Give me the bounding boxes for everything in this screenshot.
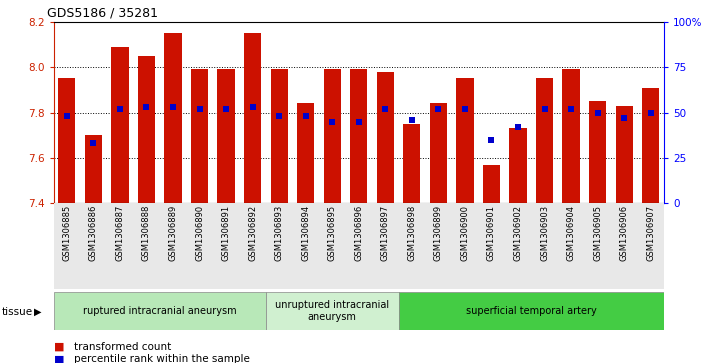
Bar: [615, 106, 633, 203]
Text: superficial temporal artery: superficial temporal artery: [466, 306, 597, 316]
Text: GSM1306889: GSM1306889: [169, 205, 178, 261]
Text: GDS5186 / 35281: GDS5186 / 35281: [47, 6, 159, 19]
Point: [565, 106, 577, 112]
Text: tissue: tissue: [1, 307, 33, 317]
Point: [141, 104, 152, 110]
Bar: [218, 69, 235, 203]
Bar: [138, 56, 155, 203]
Bar: [164, 33, 181, 203]
Text: transformed count: transformed count: [74, 342, 171, 352]
Bar: [59, 78, 76, 203]
Bar: [54, 292, 266, 330]
Text: GSM1306886: GSM1306886: [89, 205, 98, 261]
Text: GSM1306902: GSM1306902: [513, 205, 523, 261]
Point: [645, 110, 656, 115]
Text: unruptured intracranial
aneurysm: unruptured intracranial aneurysm: [275, 301, 389, 322]
Point: [167, 104, 178, 110]
Bar: [377, 72, 394, 203]
Point: [486, 137, 497, 143]
Bar: [430, 103, 447, 203]
Bar: [350, 69, 368, 203]
Point: [406, 117, 418, 123]
Bar: [323, 69, 341, 203]
Bar: [642, 87, 659, 203]
Bar: [244, 33, 261, 203]
Text: ruptured intracranial aneurysm: ruptured intracranial aneurysm: [83, 306, 236, 316]
Point: [300, 113, 311, 119]
Point: [273, 113, 285, 119]
Text: GSM1306888: GSM1306888: [142, 205, 151, 261]
Point: [459, 106, 471, 112]
Text: GSM1306894: GSM1306894: [301, 205, 310, 261]
Text: GSM1306900: GSM1306900: [461, 205, 469, 261]
Text: GSM1306907: GSM1306907: [646, 205, 655, 261]
Point: [539, 106, 550, 112]
Bar: [509, 129, 527, 203]
Text: GSM1306887: GSM1306887: [116, 205, 124, 261]
Text: ▶: ▶: [34, 307, 42, 317]
Bar: [297, 103, 314, 203]
Text: GSM1306903: GSM1306903: [540, 205, 549, 261]
Text: GSM1306899: GSM1306899: [434, 205, 443, 261]
Text: GSM1306895: GSM1306895: [328, 205, 337, 261]
Point: [513, 124, 524, 130]
Text: GSM1306901: GSM1306901: [487, 205, 496, 261]
Point: [61, 113, 73, 119]
Point: [193, 106, 205, 112]
Bar: [85, 135, 102, 203]
Text: GSM1306904: GSM1306904: [567, 205, 575, 261]
Point: [326, 119, 338, 125]
Bar: [563, 69, 580, 203]
Text: ■: ■: [54, 354, 64, 363]
Bar: [271, 69, 288, 203]
Text: percentile rank within the sample: percentile rank within the sample: [74, 354, 249, 363]
Text: GSM1306906: GSM1306906: [620, 205, 629, 261]
Bar: [111, 47, 129, 203]
Text: GSM1306885: GSM1306885: [62, 205, 71, 261]
Point: [114, 106, 126, 112]
Point: [618, 115, 630, 121]
Point: [247, 104, 258, 110]
Text: GSM1306892: GSM1306892: [248, 205, 257, 261]
Text: GSM1306898: GSM1306898: [408, 205, 416, 261]
Bar: [483, 165, 500, 203]
Text: GSM1306897: GSM1306897: [381, 205, 390, 261]
Point: [221, 106, 232, 112]
Bar: [589, 101, 606, 203]
Text: GSM1306890: GSM1306890: [195, 205, 204, 261]
Text: GSM1306896: GSM1306896: [354, 205, 363, 261]
Point: [433, 106, 444, 112]
Bar: [456, 78, 473, 203]
Bar: [398, 292, 664, 330]
Point: [88, 140, 99, 146]
Point: [380, 106, 391, 112]
Text: GSM1306891: GSM1306891: [221, 205, 231, 261]
Text: ■: ■: [54, 342, 64, 352]
Point: [353, 119, 365, 125]
Bar: [403, 124, 421, 203]
Point: [592, 110, 603, 115]
Bar: [191, 69, 208, 203]
Text: GSM1306893: GSM1306893: [275, 205, 283, 261]
Text: GSM1306905: GSM1306905: [593, 205, 602, 261]
Bar: [536, 78, 553, 203]
Bar: [266, 292, 398, 330]
